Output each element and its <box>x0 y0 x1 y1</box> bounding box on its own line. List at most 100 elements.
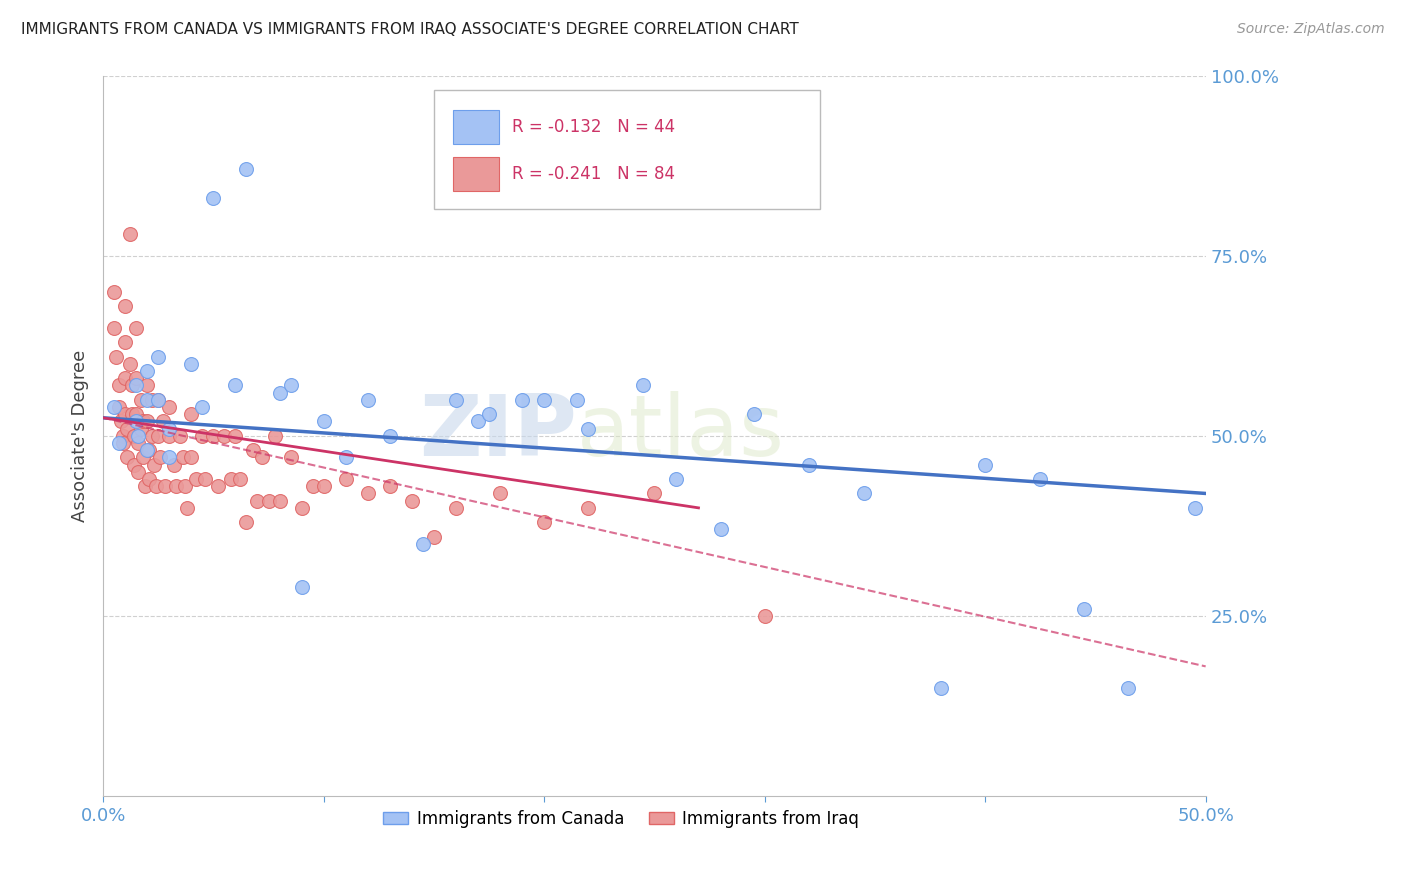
Point <box>138 472 160 486</box>
Point <box>191 429 214 443</box>
Point <box>357 392 380 407</box>
Point <box>149 450 172 465</box>
Point <box>148 350 170 364</box>
Point <box>401 493 423 508</box>
Point <box>148 429 170 443</box>
Point <box>122 458 145 472</box>
Point <box>103 320 125 334</box>
Point <box>219 472 242 486</box>
Point <box>127 429 149 443</box>
Point <box>127 436 149 450</box>
Point <box>264 429 287 443</box>
Point <box>974 458 997 472</box>
Point <box>163 458 186 472</box>
Point <box>633 378 655 392</box>
Point <box>378 479 401 493</box>
Point <box>235 162 257 177</box>
Point <box>114 335 136 350</box>
Point <box>357 486 380 500</box>
Point <box>114 371 136 385</box>
Point <box>136 378 159 392</box>
Point <box>111 436 134 450</box>
Point <box>335 472 357 486</box>
Point <box>169 429 191 443</box>
Point <box>269 493 291 508</box>
Point <box>138 443 160 458</box>
Text: Source: ZipAtlas.com: Source: ZipAtlas.com <box>1237 22 1385 37</box>
Point <box>141 429 163 443</box>
Point <box>478 407 501 421</box>
Point <box>122 429 145 443</box>
Point <box>118 227 141 241</box>
Point <box>125 320 148 334</box>
Point <box>132 450 155 465</box>
Point <box>412 537 434 551</box>
Point <box>214 429 236 443</box>
Text: atlas: atlas <box>578 391 785 474</box>
Point <box>335 450 357 465</box>
Point <box>250 450 273 465</box>
Point <box>157 429 180 443</box>
Point <box>742 407 765 421</box>
Point <box>136 392 159 407</box>
Point <box>193 472 215 486</box>
Legend: Immigrants from Canada, Immigrants from Iraq: Immigrants from Canada, Immigrants from … <box>377 804 866 835</box>
Point <box>172 450 194 465</box>
Point <box>567 392 589 407</box>
Point <box>111 429 134 443</box>
Point <box>141 392 163 407</box>
Point <box>157 400 180 414</box>
Point <box>191 400 214 414</box>
Point <box>643 486 665 500</box>
Y-axis label: Associate's Degree: Associate's Degree <box>72 350 89 522</box>
Point <box>1118 681 1140 695</box>
FancyBboxPatch shape <box>434 90 820 209</box>
Point <box>134 479 156 493</box>
Point <box>117 421 139 435</box>
Point <box>142 458 165 472</box>
Point <box>148 392 170 407</box>
Text: IMMIGRANTS FROM CANADA VS IMMIGRANTS FROM IRAQ ASSOCIATE'S DEGREE CORRELATION CH: IMMIGRANTS FROM CANADA VS IMMIGRANTS FRO… <box>21 22 799 37</box>
Point <box>145 479 167 493</box>
Point <box>121 378 143 392</box>
Point <box>180 407 202 421</box>
Point <box>121 407 143 421</box>
FancyBboxPatch shape <box>453 110 499 145</box>
Point <box>180 357 202 371</box>
Point <box>207 479 229 493</box>
Point <box>136 443 159 458</box>
Point <box>202 191 225 205</box>
Text: R = -0.132   N = 44: R = -0.132 N = 44 <box>512 118 675 136</box>
Point <box>224 429 246 443</box>
Point <box>754 609 776 624</box>
Point <box>153 479 176 493</box>
Point <box>173 479 195 493</box>
Point <box>125 414 148 428</box>
Point <box>510 392 533 407</box>
Point <box>105 350 128 364</box>
Point <box>269 385 291 400</box>
Point <box>136 414 159 428</box>
Point <box>242 443 264 458</box>
Point <box>1029 472 1052 486</box>
Point <box>103 400 125 414</box>
Text: ZIP: ZIP <box>419 391 578 474</box>
Point <box>290 580 312 594</box>
Point <box>132 414 155 428</box>
Point <box>152 414 174 428</box>
Point <box>202 429 225 443</box>
Point <box>118 357 141 371</box>
Point <box>246 493 269 508</box>
Point <box>444 392 467 407</box>
Point <box>165 479 187 493</box>
Text: R = -0.241   N = 84: R = -0.241 N = 84 <box>512 165 675 183</box>
Point <box>709 523 731 537</box>
Point <box>107 436 129 450</box>
Point <box>125 371 148 385</box>
Point <box>157 450 180 465</box>
Point <box>423 530 446 544</box>
Point <box>103 285 125 299</box>
Point <box>176 500 198 515</box>
Point <box>125 407 148 421</box>
Point <box>576 421 599 435</box>
